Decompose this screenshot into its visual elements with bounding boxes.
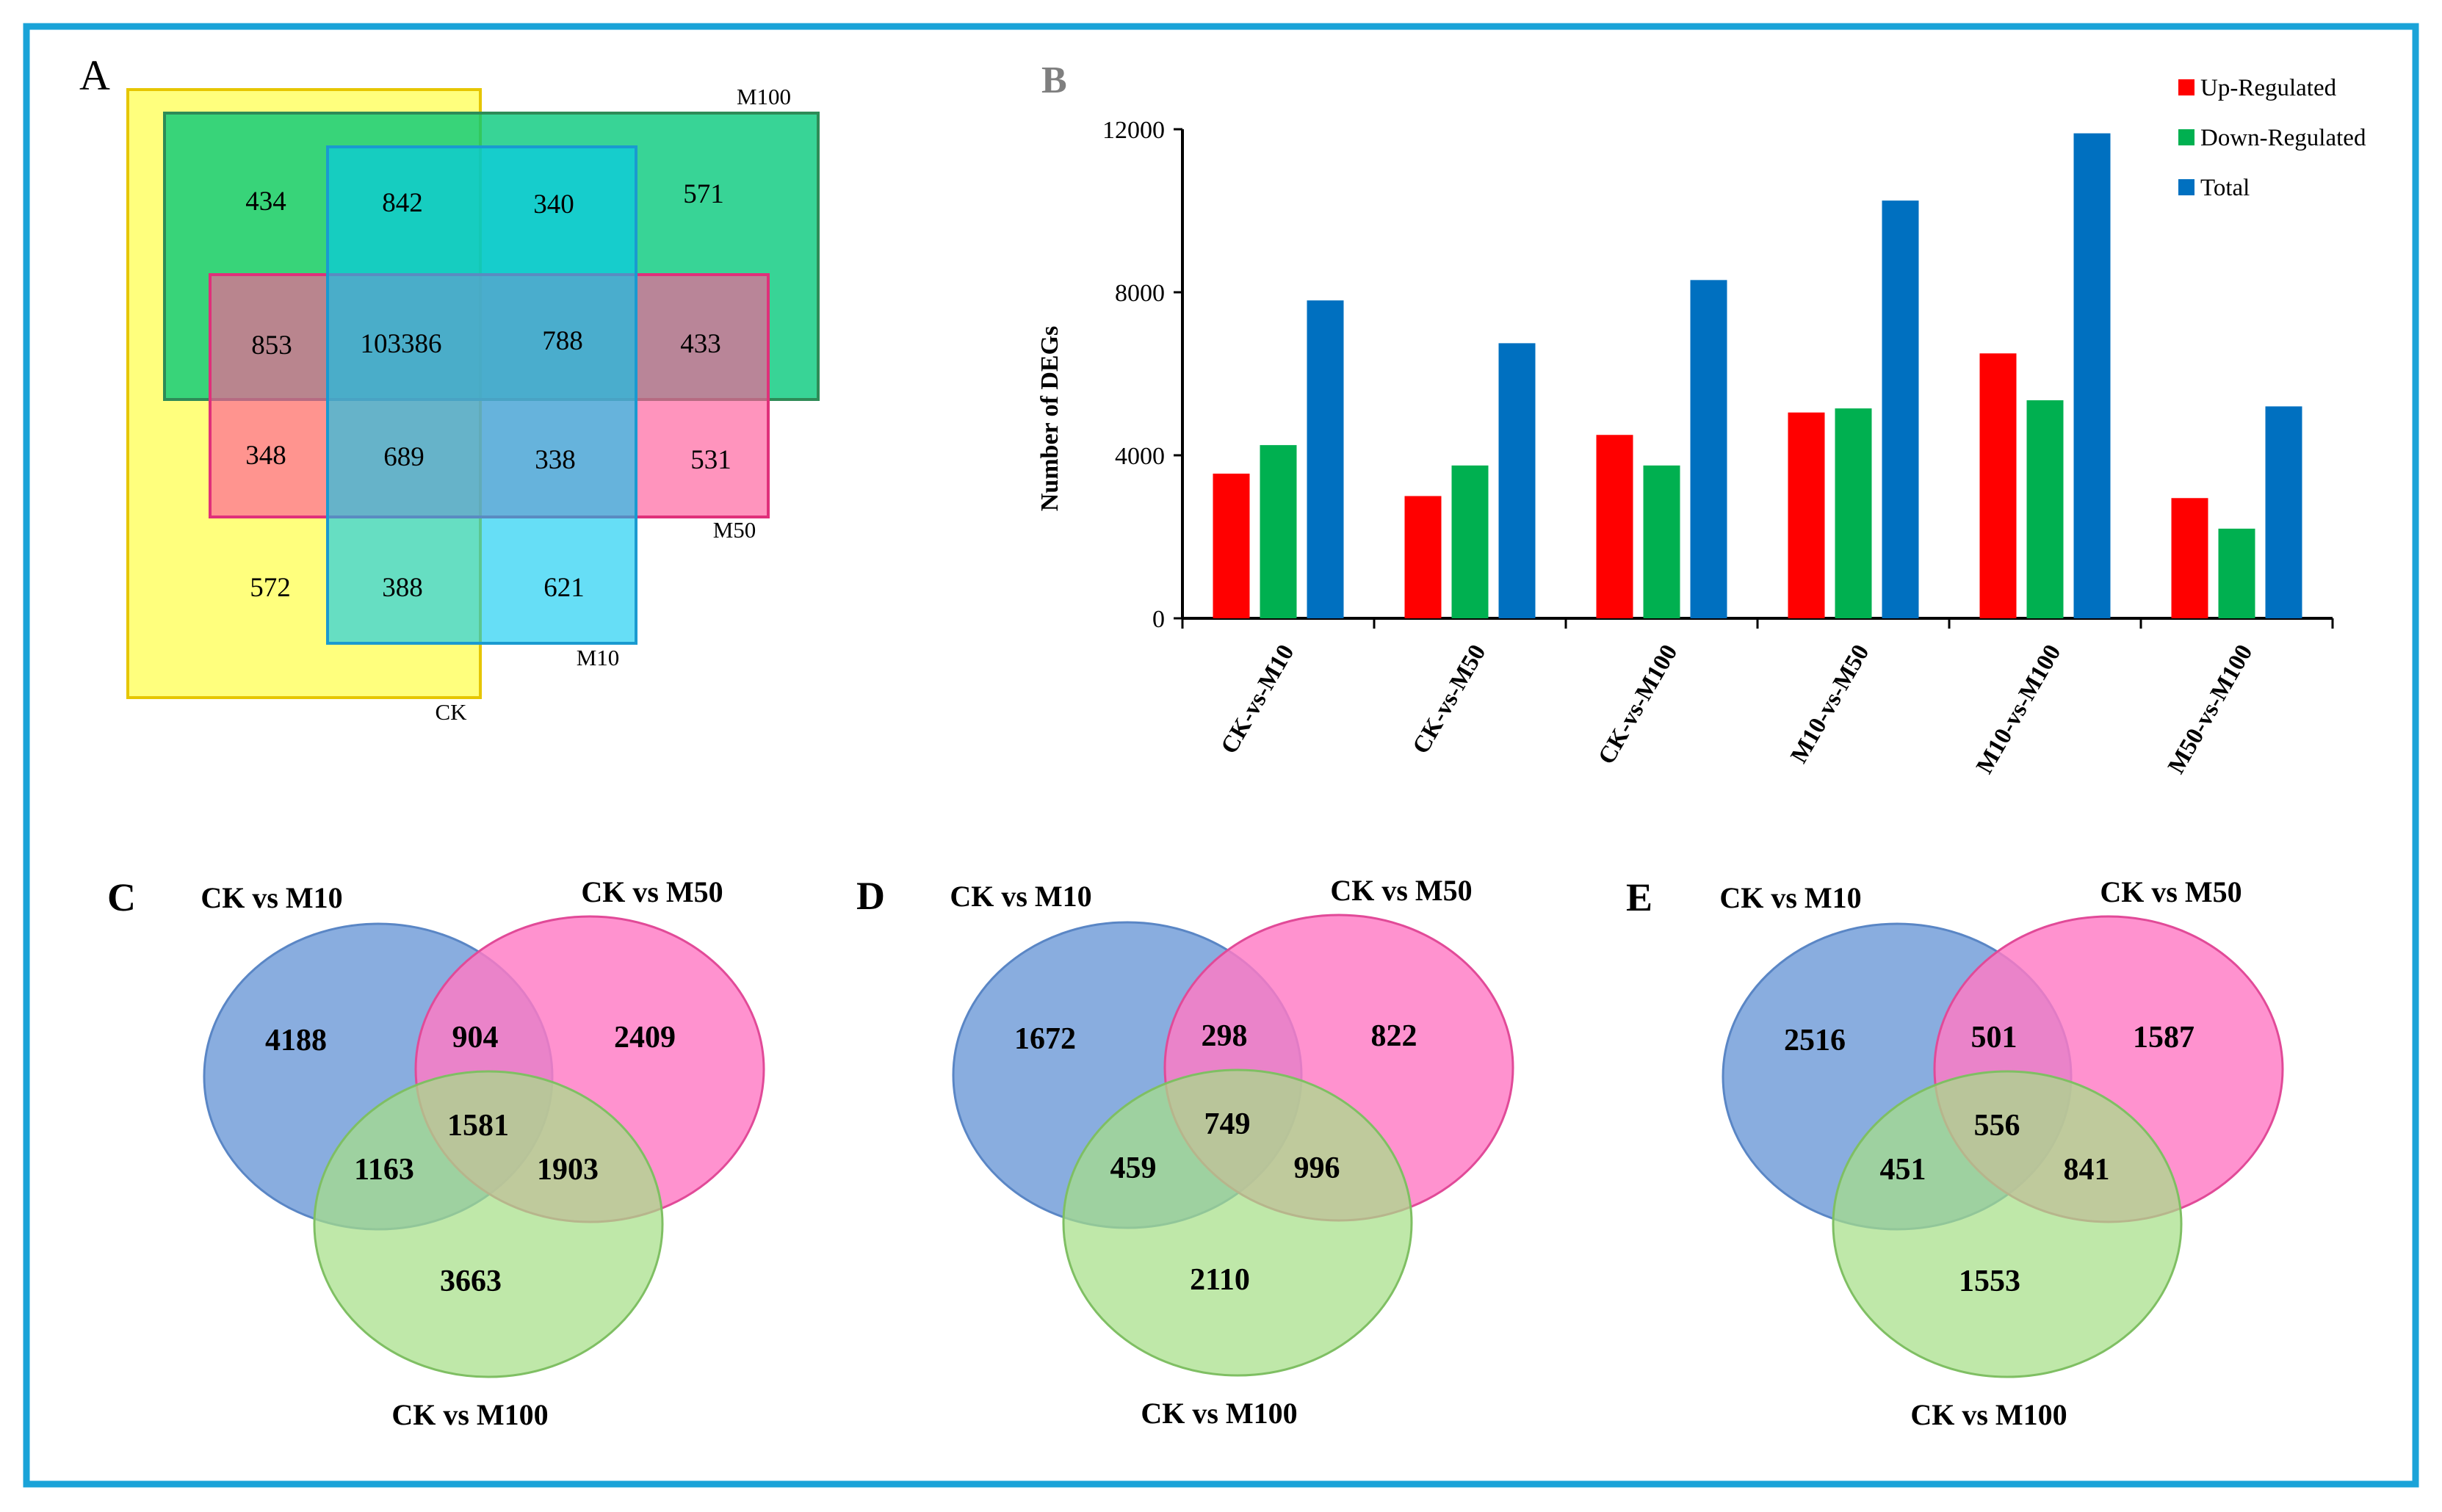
- bar-down-regulated-m50-vs-m100: [2218, 528, 2255, 618]
- region-abc: 556: [1974, 1109, 2020, 1143]
- legend-label: Total: [2200, 175, 2250, 201]
- bar-up-regulated-ck-vs-m50: [1404, 496, 1442, 618]
- panel-letter: D: [856, 874, 885, 918]
- region-ab: 298: [1202, 1019, 1248, 1053]
- set-c-ellipse: [313, 1070, 664, 1378]
- figure-frame: [23, 23, 2419, 1488]
- bar-total-ck-vs-m100: [1690, 280, 1727, 618]
- venn-a-count: 572: [250, 573, 291, 603]
- set-m10-rect: [326, 145, 637, 645]
- set-c-ellipse: [1062, 1068, 1413, 1377]
- set-c-ellipse: [1832, 1070, 2183, 1378]
- bar-up-regulated-m10-vs-m50: [1788, 412, 1825, 618]
- region-a-only: 4188: [265, 1024, 327, 1057]
- venn-a-count: 621: [543, 573, 585, 603]
- venn-a-count: 340: [533, 189, 574, 220]
- venn-a-count: 689: [383, 442, 425, 472]
- bar-up-regulated-m50-vs-m100: [2171, 498, 2208, 618]
- y-tick-label: 0: [1152, 606, 1165, 633]
- venn-a-count: 853: [251, 330, 292, 361]
- panel-a: A M100 M50 M10 CK 434 842 340 571 853 10…: [79, 51, 820, 725]
- set-b-label: CK vs M50: [1330, 874, 1472, 907]
- set-c-label: CK vs M100: [1910, 1398, 2067, 1431]
- region-abc: 1581: [447, 1109, 509, 1143]
- legend: Up-Regulated Down-Regulated Total: [2178, 75, 2366, 201]
- venn-a-count: 571: [683, 179, 724, 209]
- region-ac: 451: [1880, 1153, 1926, 1187]
- bar-up-regulated-ck-vs-m100: [1596, 435, 1633, 618]
- region-bc: 1903: [537, 1153, 599, 1187]
- region-bc: 841: [2064, 1153, 2110, 1187]
- venn-a-count: 842: [382, 188, 423, 218]
- legend-swatch: [2178, 129, 2194, 145]
- x-ticks: [1181, 618, 2334, 629]
- panel-letter: C: [107, 875, 136, 919]
- set-label-m10: M10: [577, 645, 620, 670]
- venn-a-count: 338: [535, 445, 576, 475]
- region-ab: 501: [1971, 1021, 2017, 1055]
- panel-d-venn: D CK vs M10 CK vs M50 CK vs M100 1672 29…: [856, 874, 1514, 1430]
- region-ac: 1163: [354, 1153, 414, 1187]
- region-b-only: 2409: [614, 1021, 676, 1055]
- region-c-only: 2110: [1190, 1263, 1250, 1297]
- region-a-only: 2516: [1784, 1024, 1846, 1057]
- venn-a-count: 388: [382, 573, 423, 603]
- legend-swatch: [2178, 179, 2194, 195]
- region-b-only: 822: [1371, 1019, 1417, 1053]
- bar-down-regulated-m10-vs-m100: [2026, 400, 2064, 618]
- bar-up-regulated-ck-vs-m10: [1213, 473, 1250, 618]
- set-label-ck: CK: [435, 699, 467, 725]
- set-a-label: CK vs M10: [1719, 881, 1861, 914]
- bar-up-regulated-m10-vs-m100: [1979, 353, 2017, 618]
- bar-total-ck-vs-m50: [1498, 343, 1536, 618]
- region-b-only: 1587: [2133, 1021, 2194, 1055]
- region-c-only: 1553: [1959, 1265, 2020, 1298]
- y-axis-title: Number of DEGs: [1036, 326, 1063, 512]
- set-a-label: CK vs M10: [201, 881, 342, 914]
- set-b-label: CK vs M50: [2100, 875, 2241, 908]
- panel-c-venn: C CK vs M10 CK vs M50 CK vs M100 4188 90…: [107, 875, 765, 1431]
- panel-letter: E: [1626, 875, 1652, 919]
- y-tick-label: 12000: [1102, 117, 1165, 144]
- set-c-label: CK vs M100: [391, 1398, 548, 1431]
- legend-swatch: [2178, 79, 2194, 95]
- region-bc: 996: [1294, 1151, 1340, 1185]
- bar-total-m50-vs-m100: [2265, 406, 2302, 618]
- panel-e-venn: E CK vs M10 CK vs M50 CK vs M100 2516 50…: [1626, 875, 2284, 1431]
- region-a-only: 1672: [1014, 1022, 1076, 1056]
- region-abc: 749: [1204, 1107, 1251, 1141]
- bars: [1213, 133, 2302, 619]
- region-ab: 904: [452, 1021, 499, 1055]
- bar-total-ck-vs-m10: [1307, 300, 1344, 618]
- bar-total-m10-vs-m100: [2073, 133, 2111, 619]
- panel-b-letter: B: [1041, 59, 1067, 101]
- y-tick-label: 4000: [1115, 443, 1165, 470]
- region-c-only: 3663: [440, 1265, 502, 1298]
- venn-a-count: 348: [245, 441, 286, 471]
- set-c-label: CK vs M100: [1141, 1397, 1297, 1430]
- panel-a-letter: A: [79, 51, 110, 99]
- venn-a-count: 103386: [361, 329, 442, 359]
- legend-label: Down-Regulated: [2200, 125, 2366, 151]
- bar-down-regulated-ck-vs-m50: [1451, 465, 1489, 618]
- y-ticks: 0 4000 8000 12000: [1102, 117, 1182, 633]
- bar-total-m10-vs-m50: [1882, 200, 1919, 618]
- set-label-m100: M100: [737, 84, 791, 109]
- venn-a-count: 788: [542, 326, 583, 356]
- set-label-m50: M50: [713, 517, 756, 543]
- bar-down-regulated-m10-vs-m50: [1835, 408, 1872, 618]
- set-b-label: CK vs M50: [581, 875, 723, 908]
- bar-down-regulated-ck-vs-m100: [1643, 465, 1680, 618]
- legend-label: Up-Regulated: [2200, 75, 2337, 101]
- region-ac: 459: [1110, 1151, 1157, 1185]
- venn-a-count: 434: [245, 187, 286, 217]
- set-a-label: CK vs M10: [950, 880, 1091, 913]
- bar-down-regulated-ck-vs-m10: [1260, 445, 1297, 618]
- venn-a-count: 433: [680, 329, 721, 359]
- venn-a-count: 531: [690, 445, 731, 475]
- y-tick-label: 8000: [1115, 280, 1165, 307]
